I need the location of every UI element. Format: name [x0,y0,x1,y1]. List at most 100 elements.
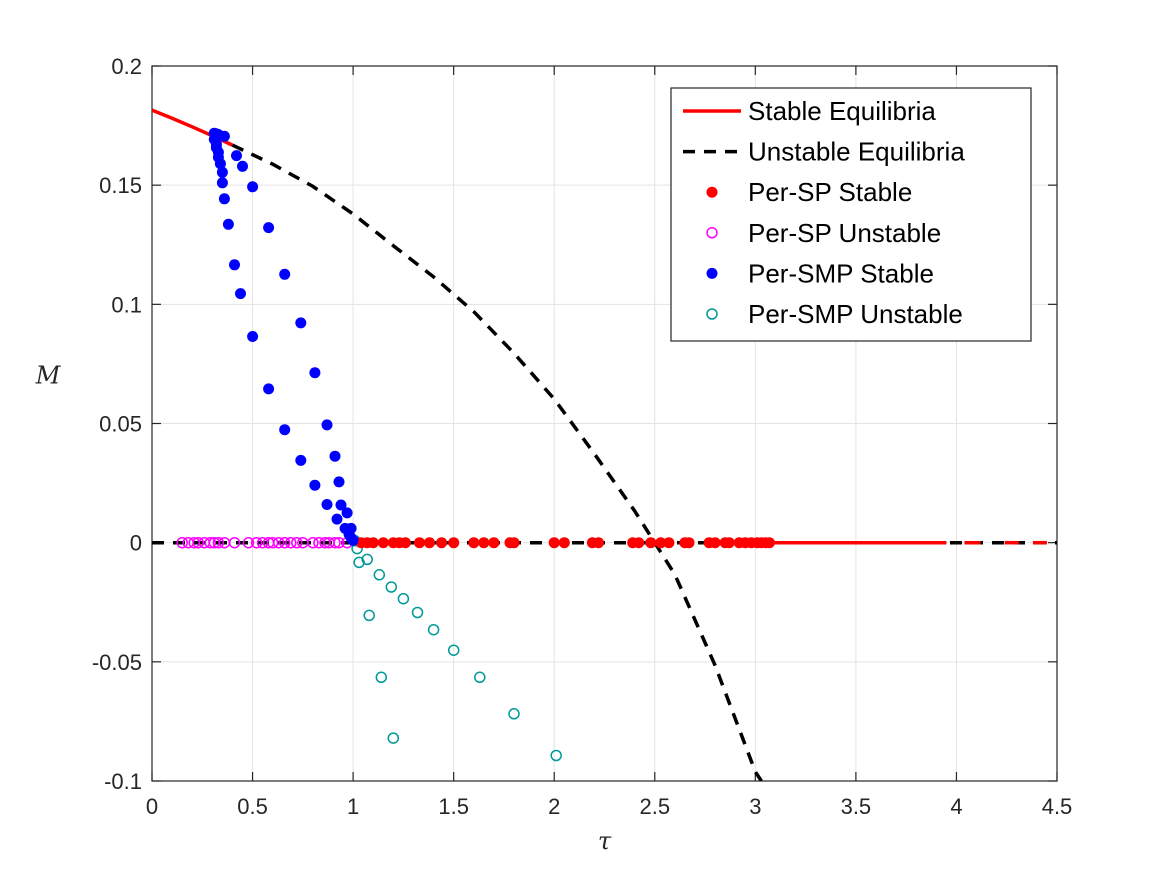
per-sp-unstable-point [329,536,341,549]
per-smp-stable-point [218,130,230,142]
per-smp-unstable-point [397,592,410,605]
per-smp-stable-point [333,476,345,488]
x-tick-label: 4 [950,794,962,819]
per-sp-unstable-point [291,536,303,549]
per-smp-stable-point [235,288,246,300]
legend-label-per-smp-unstable: Per-SMP Unstable [748,299,963,329]
per-smp-unstable-point [550,749,562,762]
per-smp-stable-point [331,513,343,525]
per-sp-unstable-point [285,536,297,549]
per-smp-stable-point [263,222,275,234]
y-tick-label: 0.15 [99,173,142,198]
unstable-equilibria-line [231,143,763,781]
y-tick-label: 0.2 [111,54,142,79]
per-sp-unstable-point [204,536,217,549]
per-sp-unstable-point [266,536,279,549]
per-sp-unstable-point [333,536,345,549]
per-smp-stable-point [347,534,359,546]
per-sp-stable-point [414,537,425,549]
axes-ticks: 0 0.5 1 1.5 2 2.5 3 3.5 4 4.5 -0.1 -0.05 0 0.05 0.1 0.1… [92,54,1072,819]
per-sp-unstable-point [278,536,291,549]
per-sp-stable-point [548,537,560,549]
x-tick-label: 1 [347,794,359,819]
per-smp-stable-point [247,181,259,193]
y-tick-label: 0.1 [111,292,142,317]
legend-items: Stable Equilibria Unstable Equilibria Per-… [683,96,965,329]
legend: Stable Equilibria Unstable Equilibria Per-… [670,87,1032,342]
per-sp-stable-point [709,537,721,549]
per-smp-stable-point [329,450,341,462]
per-smp-stable-point [345,522,357,534]
x-tick-label: 3.5 [841,794,872,819]
per-smp-unstable-point [385,581,398,593]
per-smp-stable-point [237,160,248,172]
per-smp-stable-point [295,454,307,466]
y-tick-label: -0.05 [92,650,142,675]
per-sp-stable-point [763,537,775,549]
legend-swatch-per-smp-stable [706,267,718,279]
per-sp-stable-point [723,537,735,549]
per-sp-unstable-point [192,536,205,549]
per-sp-unstable-point [307,536,319,549]
per-sp-unstable-point [242,536,255,549]
plot-data [152,108,1057,781]
plot-area [152,108,1057,781]
legend-swatch-per-sp-stable [706,186,718,198]
per-smp-stable-point [229,259,240,271]
x-tick-label: 4.5 [1042,794,1073,819]
legend-box [670,87,1032,342]
y-tick-label: -0.1 [104,769,142,794]
per-smp-unstable-point [411,606,424,619]
per-sp-stable-point [683,537,695,549]
legend-label-stable-equilibria: Stable Equilibria [748,96,936,126]
per-sp-unstable-point [176,536,188,549]
per-smp-stable-point [279,424,291,436]
per-sp-stable-point [558,537,570,549]
per-smp-stable-point [335,499,347,511]
per-sp-stable-point [377,537,389,549]
y-tick-label: 0 [130,531,142,556]
per-smp-stable-point [231,150,242,162]
per-smp-stable-point [218,193,230,205]
per-sp-stable-point [593,537,604,549]
per-smp-unstable-point [474,671,486,684]
legend-swatch-per-sp-unstable [706,227,718,239]
per-smp-stable-point [214,158,226,170]
legend-label-per-smp-stable: Per-SMP Stable [748,258,934,288]
per-smp-stable-point [263,383,275,395]
per-smp-stable-point [216,177,228,189]
per-smp-unstable-point [427,623,440,636]
per-sp-stable-point [424,537,435,549]
per-smp-stable-point [321,419,333,431]
per-sp-unstable-point [272,536,285,549]
per-sp-stable-point [478,537,490,549]
per-smp-stable-point [216,166,228,178]
y-tick-label: 0.05 [99,412,142,437]
x-tick-label: 1.5 [438,794,469,819]
per-smp-stable-point [222,218,234,230]
legend-label-per-sp-stable: Per-SP Stable [748,177,912,207]
per-smp-stable-point [309,479,321,491]
per-smp-stable-point [279,268,291,280]
per-sp-unstable-point [250,536,263,549]
per-smp-unstable-point [363,609,375,622]
x-tick-label: 0.5 [237,794,268,819]
per-sp-stable-point [399,537,411,549]
x-tick-label: 3 [749,794,761,819]
per-sp-stable-point [448,537,460,549]
per-smp-unstable-point [361,553,373,566]
legend-label-per-sp-unstable: Per-SP Unstable [748,218,941,248]
per-smp-stable-point [321,499,333,510]
per-smp-stable-point [247,331,259,342]
per-sp-unstable-point [212,536,225,549]
per-sp-stable-point [645,537,657,549]
per-sp-stable-point [655,537,667,549]
per-sp-stable-point [367,537,379,549]
per-smp-unstable-point [508,708,520,720]
per-sp-stable-point [633,537,645,549]
per-smp-unstable-point [373,569,386,581]
per-smp-unstable-point [447,644,460,656]
per-smp-stable-point [295,317,307,329]
